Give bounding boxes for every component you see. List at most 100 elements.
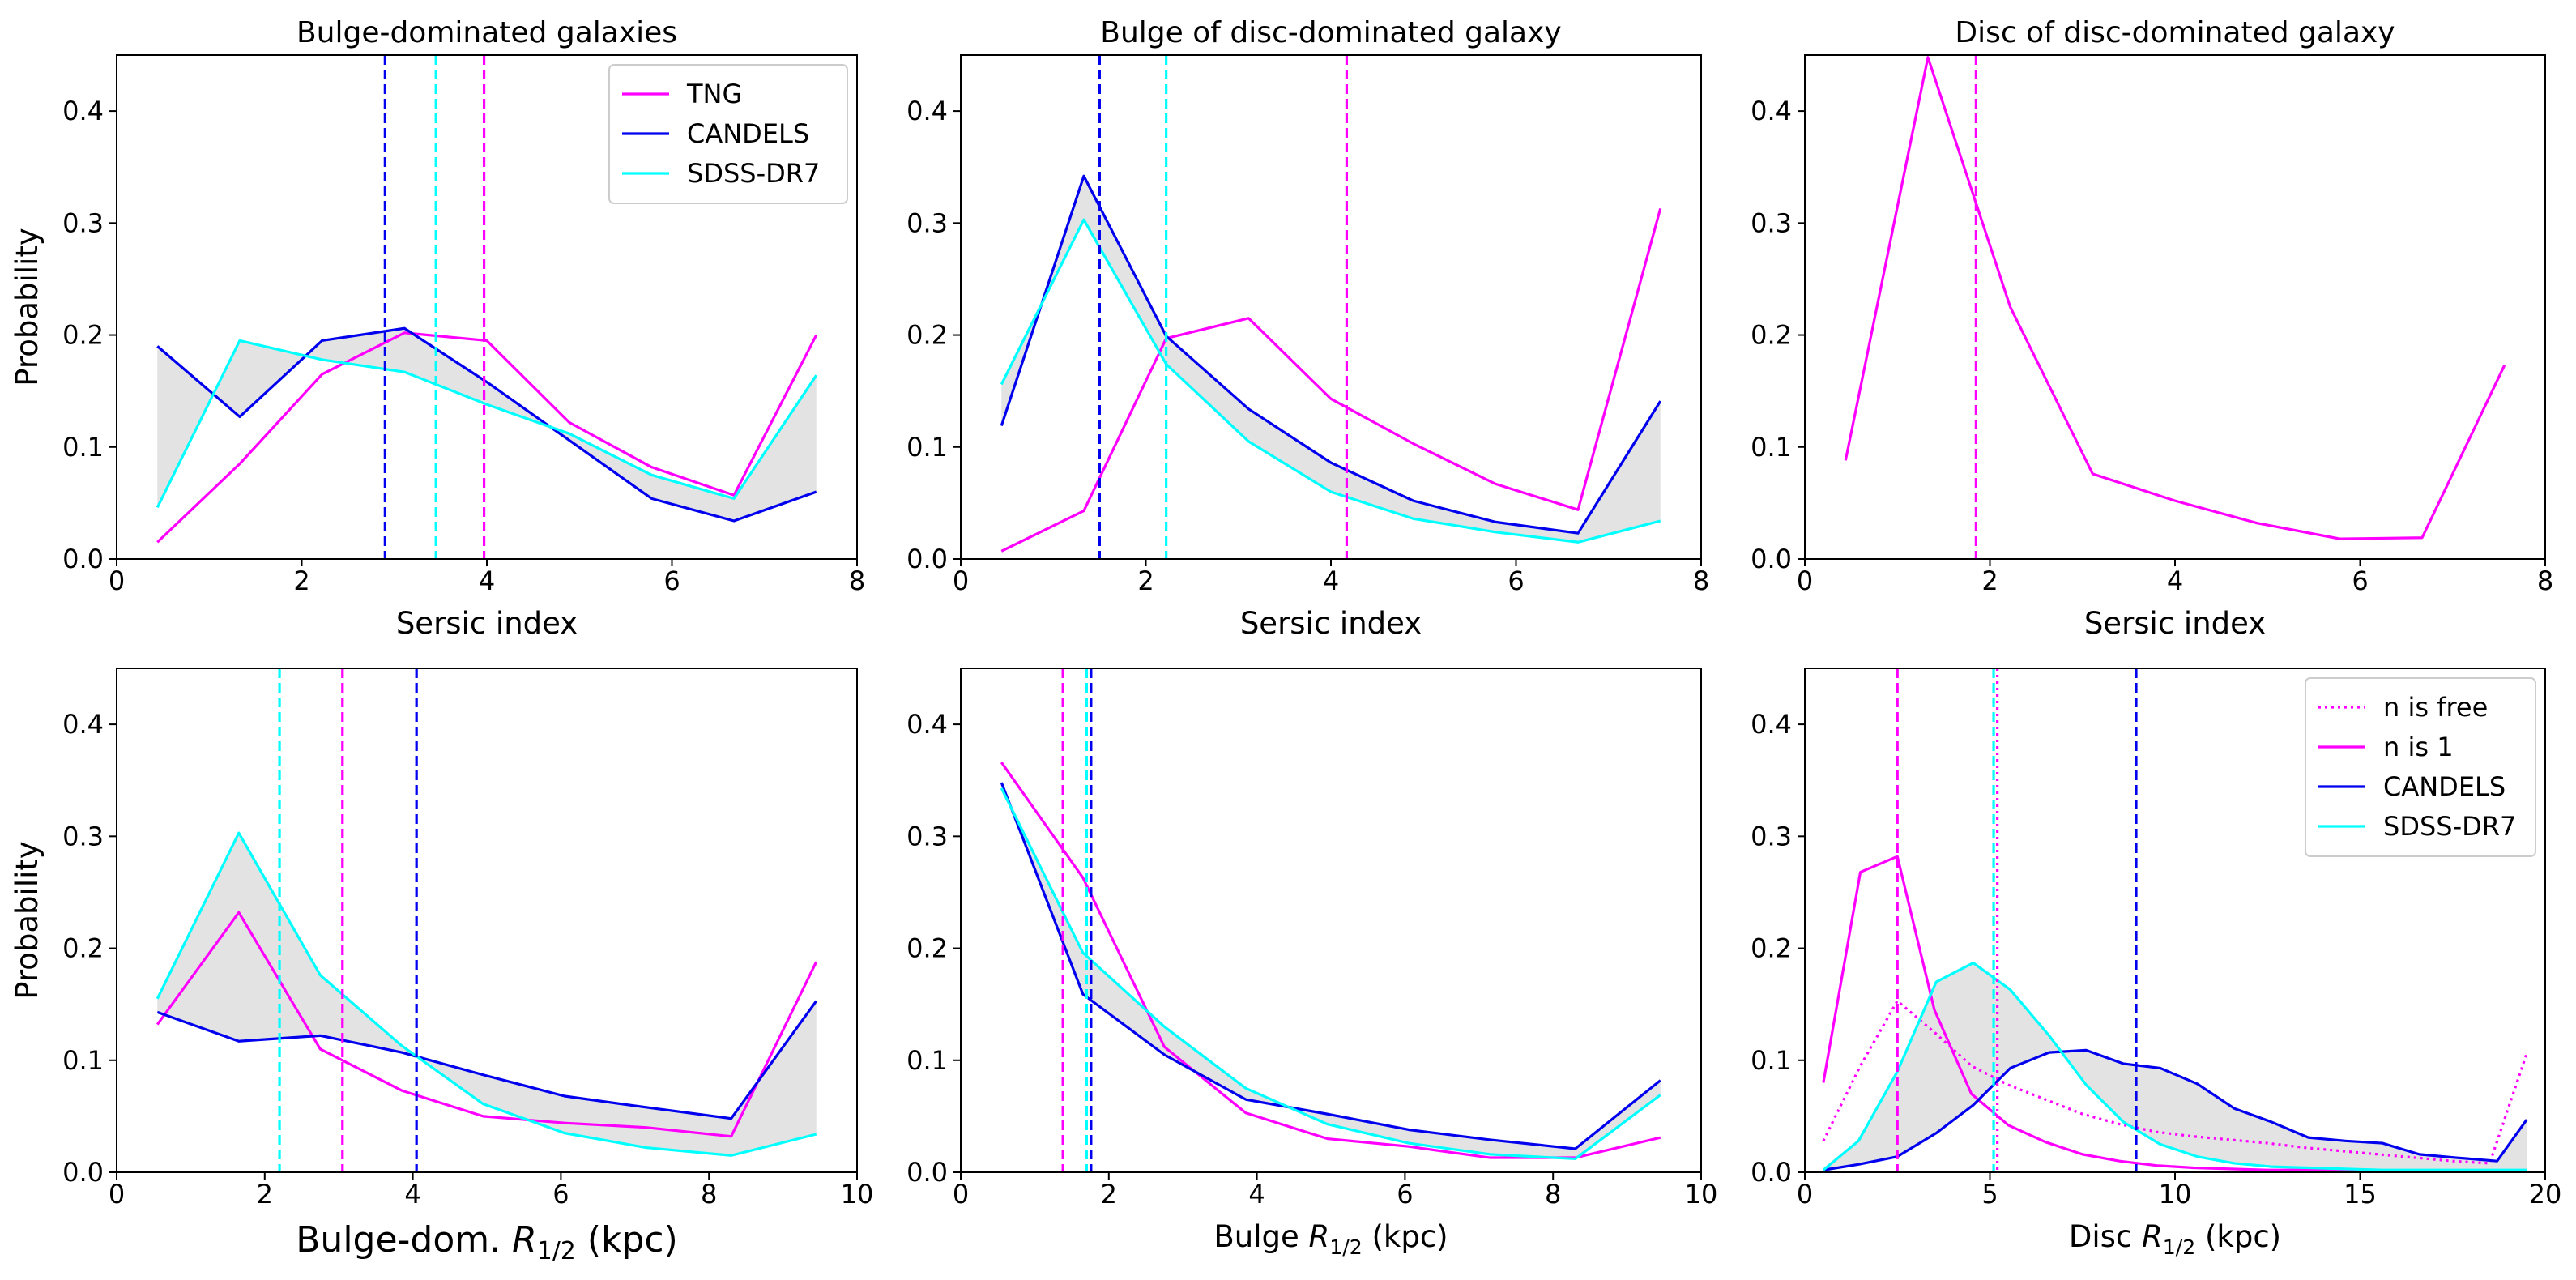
- series-line-n-is-free: [1822, 999, 2528, 1165]
- y-tick-label: 0.1: [906, 432, 948, 463]
- y-tick-label: 0.0: [1751, 544, 1792, 574]
- series-line-candels: [1000, 782, 1661, 1150]
- series-line-tng: [156, 331, 818, 544]
- series-line-candels: [1823, 1048, 2528, 1171]
- legend-box: [608, 64, 848, 204]
- y-tick-label: 0.2: [62, 933, 104, 964]
- x-tick-label: 8: [2537, 565, 2553, 596]
- x-label-unit: (kpc): [2195, 1219, 2281, 1254]
- plot-area: [156, 668, 818, 1172]
- legend: TNG CANDELS SDSS-DR7: [608, 64, 848, 204]
- x-tick-label: 2: [257, 1179, 273, 1210]
- x-tick-label: 5: [1981, 1179, 1998, 1210]
- series-line-candels: [156, 326, 817, 523]
- x-tick-label: 6: [1397, 1179, 1413, 1210]
- shaded-band: [157, 833, 817, 1156]
- y-axis-label: Probability: [10, 841, 45, 1000]
- panel-6: 0 5 10 15 20 0.0 0.1 0.2 0.3 0.4 Disc R1/2 (kpc) n …: [1751, 668, 2561, 1259]
- x-label-symbol: R: [512, 1219, 537, 1261]
- y-tick-label: 0.3: [62, 821, 104, 851]
- y-tick-label: 0.3: [62, 207, 104, 238]
- x-tick-label: 8: [1693, 565, 1709, 596]
- y-tick-label: 0.1: [62, 432, 104, 463]
- y-tick-label: 0.3: [1751, 207, 1792, 238]
- x-tick-label: 4: [1323, 565, 1339, 596]
- x-label-unit: (kpc): [576, 1219, 678, 1261]
- y-tick-label: 0.1: [1751, 1045, 1792, 1076]
- series-line-sdss-dr7: [1822, 961, 2527, 1171]
- shaded-band: [1823, 962, 2527, 1171]
- legend-label: CANDELS: [2383, 771, 2506, 802]
- y-tick-label: 0.3: [1751, 821, 1792, 851]
- plot-area: [1000, 668, 1661, 1172]
- y-tick-label: 0.4: [1751, 96, 1792, 126]
- x-tick-label: 6: [2352, 565, 2368, 596]
- x-tick-label: 0: [953, 565, 969, 596]
- series-line-tng: [1000, 207, 1662, 553]
- x-tick-label: 6: [1508, 565, 1524, 596]
- series-line-tng: [1000, 762, 1661, 1159]
- x-tick-label: 10: [2159, 1179, 2192, 1210]
- x-axis-label: Disc R1/2 (kpc): [2069, 1219, 2281, 1259]
- legend-label: CANDELS: [687, 118, 809, 149]
- y-tick-label: 0.4: [62, 96, 104, 126]
- series-line-sdss-dr7: [156, 339, 818, 509]
- panel-1: 0 2 4 6 8 0.0 0.1 0.2 0.3 0.4 Bulge-dominated gala…: [10, 16, 865, 641]
- axes-frame: [116, 668, 858, 1173]
- y-tick-label: 0.0: [906, 1157, 948, 1188]
- y-tick-label: 0.4: [906, 96, 948, 126]
- x-label-subscript: 1/2: [2163, 1235, 2196, 1259]
- y-tick-label: 0.3: [906, 207, 948, 238]
- x-tick-label: 2: [293, 565, 309, 596]
- panel-title: Bulge of disc-dominated galaxy: [1100, 16, 1561, 49]
- series-line-candels: [156, 1000, 818, 1120]
- plot-area: [1822, 668, 2528, 1172]
- x-axis-label: Bulge R1/2 (kpc): [1213, 1219, 1448, 1259]
- x-tick-label: 0: [109, 1179, 125, 1210]
- x-axis-label: Sersic index: [1240, 606, 1422, 641]
- x-axis-label: Sersic index: [2084, 606, 2266, 641]
- x-tick-label: 8: [849, 565, 865, 596]
- x-tick-label: 6: [552, 1179, 569, 1210]
- x-label-main: Bulge-dom.: [296, 1219, 512, 1261]
- y-tick-label: 0.4: [906, 709, 948, 740]
- x-tick-label: 2: [1137, 565, 1154, 596]
- x-tick-label: 8: [1545, 1179, 1561, 1210]
- legend-label: TNG: [686, 79, 742, 109]
- legend-label: n is 1: [2383, 732, 2454, 762]
- x-tick-label: 10: [841, 1179, 874, 1210]
- x-label-main: Bulge: [1213, 1219, 1308, 1254]
- series-line-sdss-dr7: [1000, 218, 1661, 544]
- panel-2: 0 2 4 6 8 0.0 0.1 0.2 0.3 0.4 Bulge of disc-domina…: [906, 16, 1709, 641]
- legend-label: SDSS-DR7: [687, 158, 820, 189]
- panel-4: 0 2 4 6 8 10 0.0 0.1 0.2 0.3 0.4 Bulge-dom. R1/2 (k…: [10, 668, 873, 1265]
- shaded-band: [157, 328, 817, 522]
- y-tick-label: 0.0: [62, 544, 104, 574]
- x-label-symbol: R: [1309, 1219, 1330, 1254]
- x-tick-label: 8: [701, 1179, 717, 1210]
- x-tick-label: 4: [1248, 1179, 1265, 1210]
- y-axis-label: Probability: [10, 228, 45, 386]
- y-tick-label: 0.2: [906, 933, 948, 964]
- y-tick-label: 0.2: [906, 320, 948, 351]
- panel-title: Bulge-dominated galaxies: [296, 16, 677, 49]
- series-line-candels: [1000, 174, 1662, 535]
- panel-3: 0 2 4 6 8 0.0 0.1 0.2 0.3 0.4 Disc of disc-dominat…: [1751, 16, 2553, 641]
- legend-box: [2305, 677, 2536, 857]
- series-line-tng: [156, 911, 818, 1138]
- shaded-band: [1001, 782, 1661, 1159]
- x-tick-label: 4: [2167, 565, 2183, 596]
- series-line-tng: [1844, 56, 2506, 540]
- x-tick-label: 0: [1797, 1179, 1813, 1210]
- y-tick-label: 0.4: [1751, 709, 1792, 740]
- legend-label: n is free: [2383, 692, 2488, 723]
- y-tick-label: 0.3: [906, 821, 948, 851]
- plot-area: [1844, 55, 2506, 559]
- series-line-sdss-dr7: [156, 831, 817, 1157]
- plot-area: [156, 55, 818, 559]
- x-tick-label: 0: [1797, 565, 1813, 596]
- y-tick-label: 0.2: [62, 320, 104, 351]
- x-label-subscript: 1/2: [1329, 1235, 1363, 1259]
- y-tick-label: 0.1: [906, 1045, 948, 1076]
